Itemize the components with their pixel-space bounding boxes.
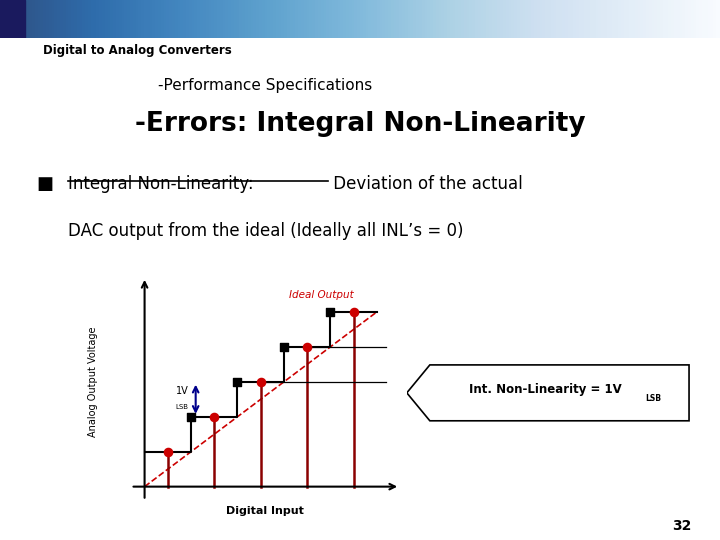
Point [185,413,197,421]
Bar [0,0,25,38]
Point [232,377,243,386]
Point [348,308,359,316]
Text: Int. Non-Linearity = 1V: Int. Non-Linearity = 1V [469,383,621,396]
Text: LSB: LSB [645,394,661,402]
Text: 32: 32 [672,519,691,534]
Point [278,342,289,351]
Text: -Performance Specifications: -Performance Specifications [158,78,373,93]
Text: ■: ■ [36,175,53,193]
Point [255,377,266,386]
Point [162,447,174,456]
Text: Digital to Analog Converters: Digital to Analog Converters [43,44,232,57]
Text: 1V: 1V [176,387,189,396]
Point [302,342,313,351]
Point [209,413,220,421]
Text: Ideal Output: Ideal Output [289,289,354,300]
Text: Deviation of the actual: Deviation of the actual [328,175,522,193]
Text: Digital Input: Digital Input [226,506,305,516]
Text: -Errors: Integral Non-Linearity: -Errors: Integral Non-Linearity [135,111,585,137]
Point [325,308,336,316]
Text: LSB: LSB [176,404,189,410]
Text: Integral Non-Linearity:: Integral Non-Linearity: [68,175,254,193]
Text: DAC output from the ideal (Ideally all INL’s = 0): DAC output from the ideal (Ideally all I… [68,221,464,240]
Text: Analog Output Voltage: Analog Output Voltage [89,327,99,437]
